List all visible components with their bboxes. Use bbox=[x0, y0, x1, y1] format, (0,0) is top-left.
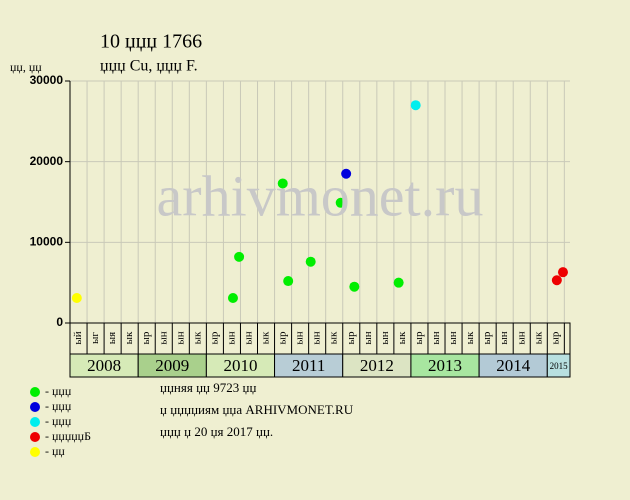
point bbox=[335, 197, 346, 208]
x-tick-label: ын bbox=[430, 331, 442, 344]
point bbox=[551, 275, 562, 286]
x-tick-label: ын bbox=[157, 331, 169, 344]
x-tick-label: ык bbox=[260, 331, 272, 344]
legend-marker bbox=[30, 417, 40, 427]
year-label: 2014 bbox=[496, 356, 531, 375]
x-tick-label: ыя bbox=[106, 332, 118, 344]
x-tick-label: ыр bbox=[413, 331, 425, 344]
point bbox=[341, 168, 352, 179]
x-tick-label: ыр bbox=[481, 331, 493, 344]
legend-marker bbox=[30, 447, 40, 457]
chart-subtitle: џџџ Cu, џџџ F. bbox=[100, 58, 198, 75]
point bbox=[393, 277, 404, 288]
year-label: 2011 bbox=[292, 356, 325, 375]
x-tick-label: ын bbox=[243, 331, 255, 344]
point bbox=[305, 256, 316, 267]
x-tick-label: ык bbox=[328, 331, 340, 344]
legend-label: - џџџџџБ bbox=[45, 429, 91, 443]
x-tick-label: ын bbox=[447, 331, 459, 344]
year-label: 2015 bbox=[550, 361, 569, 371]
y-tick-label: 20000 bbox=[30, 154, 64, 168]
legend-label: - џџџ bbox=[45, 399, 72, 413]
legend-label: - џџџ bbox=[45, 414, 72, 428]
x-tick-label: ыг bbox=[89, 332, 101, 344]
point bbox=[227, 292, 238, 303]
info-line: џ џџџџиям џџа ARHIVMONET.RU bbox=[160, 402, 354, 417]
point bbox=[71, 292, 82, 303]
legend-marker bbox=[30, 402, 40, 412]
x-tick-label: ыр bbox=[208, 331, 220, 344]
x-tick-label: ык bbox=[396, 331, 408, 344]
info-line: џџџ џ 20 џя 2017 џџ. bbox=[160, 424, 273, 439]
x-tick-label: ын bbox=[379, 331, 391, 344]
legend-marker bbox=[30, 387, 40, 397]
x-tick-label: ын bbox=[174, 331, 186, 344]
y-axis-label: џџ, џџ bbox=[10, 60, 42, 74]
year-band bbox=[546, 353, 571, 378]
x-tick-label: ыр bbox=[345, 331, 357, 344]
x-tick-label: ыр bbox=[549, 331, 561, 344]
point bbox=[283, 276, 294, 287]
y-tick-label: 30000 bbox=[30, 73, 64, 87]
legend-label: - џџџ bbox=[45, 384, 72, 398]
point bbox=[277, 178, 288, 189]
x-tick-label: ын bbox=[311, 331, 323, 344]
x-tick-label: ык bbox=[123, 331, 135, 344]
chart-title: 10 џџџ 1766 bbox=[100, 31, 202, 53]
year-label: 2010 bbox=[223, 356, 257, 375]
legend-label: - џџ bbox=[45, 444, 65, 458]
y-tick-label: 10000 bbox=[30, 235, 64, 249]
x-tick-label: ык bbox=[464, 331, 476, 344]
year-label: 2013 bbox=[428, 356, 462, 375]
x-tick-label: ык bbox=[532, 331, 544, 344]
x-tick-label: ын bbox=[225, 331, 237, 344]
info-line: џџняя џџ 9723 џџ bbox=[160, 380, 256, 395]
year-label: 2008 bbox=[87, 356, 121, 375]
year-label: 2009 bbox=[155, 356, 189, 375]
point bbox=[349, 281, 360, 292]
point bbox=[557, 267, 568, 278]
point bbox=[410, 100, 421, 111]
x-tick-label: ын bbox=[362, 331, 374, 344]
point bbox=[234, 251, 245, 262]
x-tick-label: ын bbox=[294, 331, 306, 344]
x-tick-label: ык bbox=[191, 331, 203, 344]
year-label: 2012 bbox=[360, 356, 394, 375]
x-tick-label: ын bbox=[515, 331, 527, 344]
legend-marker bbox=[30, 432, 40, 442]
y-tick-label: 0 bbox=[56, 315, 63, 329]
x-tick-label: ыр bbox=[140, 331, 152, 344]
x-tick-label: ыр bbox=[277, 331, 289, 344]
x-tick-label: ый bbox=[72, 331, 84, 344]
watermark: arhivmonet.ru bbox=[157, 163, 484, 228]
x-tick-label: ын bbox=[498, 331, 510, 344]
